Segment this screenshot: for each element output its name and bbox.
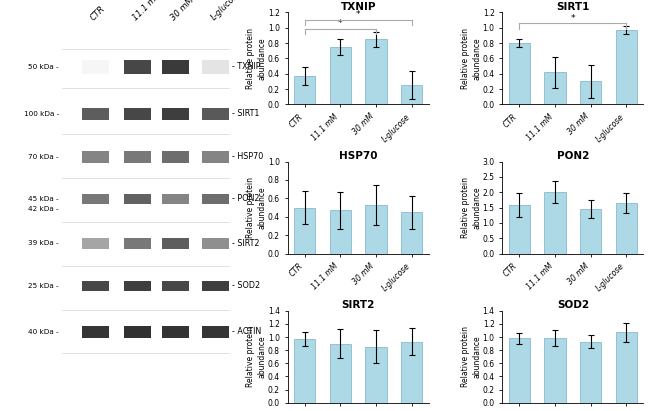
- Y-axis label: Relative protein
abundance: Relative protein abundance: [246, 28, 266, 89]
- Bar: [330, 210, 351, 254]
- Bar: [82, 151, 109, 163]
- Bar: [580, 342, 601, 403]
- Bar: [162, 60, 188, 74]
- Y-axis label: Relative protein
abundance: Relative protein abundance: [461, 326, 481, 387]
- Title: SIRT1: SIRT1: [556, 2, 590, 12]
- Bar: [162, 194, 188, 204]
- Y-axis label: Relative protein
abundance: Relative protein abundance: [461, 28, 481, 89]
- Bar: [82, 281, 109, 291]
- Text: *: *: [571, 14, 575, 23]
- Bar: [82, 194, 109, 204]
- Bar: [616, 203, 637, 254]
- Bar: [294, 76, 315, 104]
- Bar: [124, 108, 151, 120]
- Text: 100 kDa -: 100 kDa -: [24, 111, 59, 117]
- Bar: [401, 85, 423, 104]
- Bar: [509, 43, 530, 104]
- Bar: [124, 194, 151, 204]
- Bar: [544, 72, 566, 104]
- Bar: [509, 205, 530, 254]
- Text: *: *: [338, 19, 343, 28]
- Text: *: *: [356, 10, 360, 19]
- Text: 42 kDa -: 42 kDa -: [29, 206, 59, 212]
- Text: - SOD2: - SOD2: [232, 281, 260, 290]
- Text: - SIRT1: - SIRT1: [232, 109, 259, 118]
- Bar: [544, 192, 566, 254]
- Text: L-glucose: L-glucose: [209, 0, 243, 22]
- Bar: [162, 108, 188, 120]
- Text: 11.1 mM: 11.1 mM: [131, 0, 163, 22]
- Title: SIRT2: SIRT2: [341, 300, 375, 310]
- Text: - SIRT2: - SIRT2: [232, 239, 259, 248]
- Bar: [401, 212, 423, 254]
- Bar: [82, 326, 109, 337]
- Text: 70 kDa -: 70 kDa -: [29, 154, 59, 160]
- Y-axis label: Relative protein
abundance: Relative protein abundance: [461, 177, 481, 238]
- Title: HSP70: HSP70: [339, 151, 378, 161]
- Bar: [616, 30, 637, 104]
- Title: TXNIP: TXNIP: [341, 2, 376, 12]
- Text: - HSP70: - HSP70: [232, 152, 263, 161]
- Bar: [124, 151, 151, 163]
- Y-axis label: Relative protein
abundance: Relative protein abundance: [246, 326, 266, 387]
- Text: 50 kDa -: 50 kDa -: [29, 64, 59, 70]
- Bar: [365, 205, 387, 254]
- Bar: [365, 39, 387, 104]
- Bar: [124, 238, 151, 249]
- Bar: [202, 108, 229, 120]
- Bar: [202, 60, 229, 74]
- Bar: [124, 281, 151, 291]
- Bar: [616, 332, 637, 403]
- Bar: [82, 60, 109, 74]
- Bar: [162, 281, 188, 291]
- Bar: [162, 326, 188, 337]
- Bar: [202, 326, 229, 337]
- Bar: [82, 238, 109, 249]
- Bar: [401, 342, 423, 403]
- Text: - PON2: - PON2: [232, 194, 259, 203]
- Text: 39 kDa -: 39 kDa -: [29, 240, 59, 247]
- Y-axis label: Relative protein
abundance: Relative protein abundance: [246, 177, 266, 238]
- Bar: [330, 47, 351, 104]
- Bar: [162, 238, 188, 249]
- Text: 25 kDa -: 25 kDa -: [29, 283, 59, 289]
- Title: PON2: PON2: [556, 151, 589, 161]
- Text: CTR: CTR: [89, 4, 107, 22]
- Text: 30 mM: 30 mM: [169, 0, 196, 22]
- Text: 45 kDa -: 45 kDa -: [29, 196, 59, 202]
- Bar: [82, 108, 109, 120]
- Bar: [330, 344, 351, 403]
- Bar: [202, 151, 229, 163]
- Title: SOD2: SOD2: [557, 300, 589, 310]
- Bar: [580, 81, 601, 104]
- Bar: [202, 238, 229, 249]
- Bar: [202, 281, 229, 291]
- Bar: [294, 339, 315, 403]
- Bar: [580, 209, 601, 254]
- Bar: [509, 338, 530, 403]
- Bar: [544, 338, 566, 403]
- Bar: [124, 60, 151, 74]
- Bar: [294, 208, 315, 254]
- Bar: [124, 326, 151, 337]
- Text: 40 kDa -: 40 kDa -: [29, 329, 59, 335]
- Bar: [202, 194, 229, 204]
- Text: - TXNIP: - TXNIP: [232, 62, 260, 72]
- Text: - ACTIN: - ACTIN: [232, 327, 261, 336]
- Bar: [162, 151, 188, 163]
- Bar: [365, 347, 387, 403]
